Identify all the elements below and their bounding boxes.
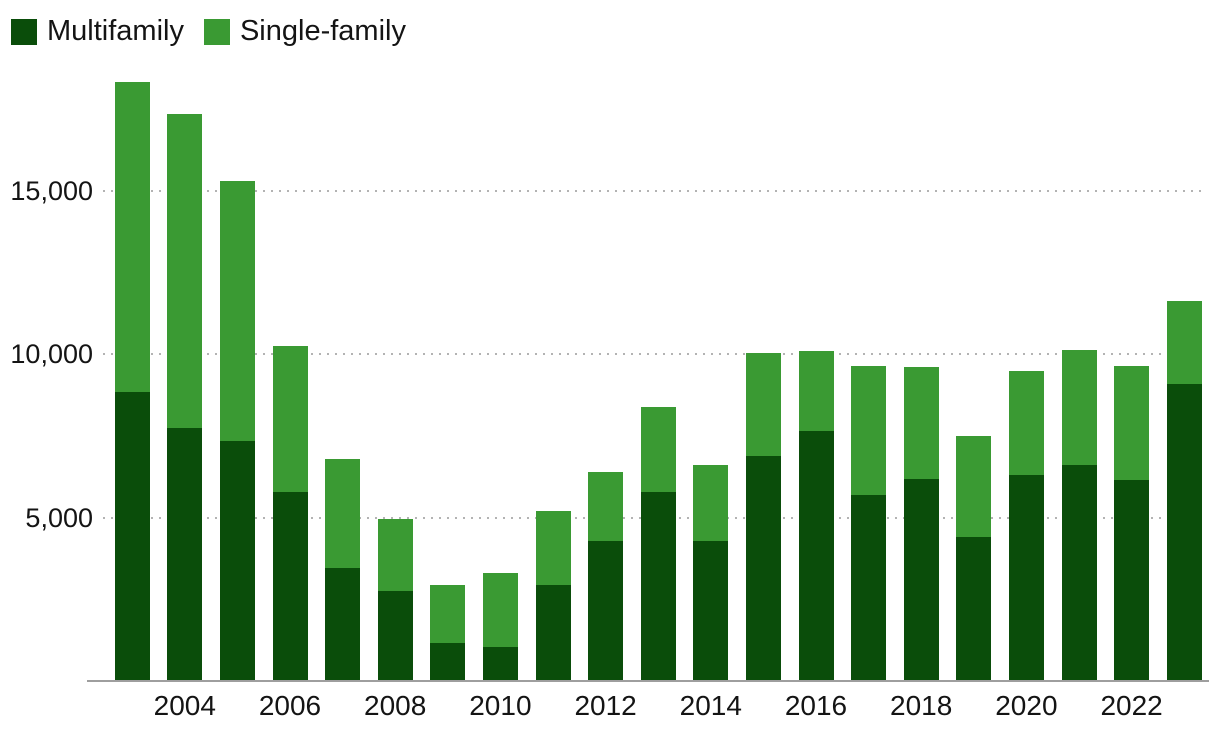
bar-2009	[430, 584, 466, 681]
bar-segment-single-family-2020	[1008, 370, 1044, 476]
bar-2016	[798, 351, 834, 681]
bar-2005	[219, 181, 255, 681]
bar-segment-multifamily-2010	[482, 646, 518, 681]
bar-segment-multifamily-2015	[745, 455, 781, 681]
x-tick-label-2022: 2022	[1100, 690, 1163, 721]
x-tick-label-2016: 2016	[784, 690, 848, 721]
bar-2013	[640, 406, 676, 681]
bar-segment-single-family-2005	[219, 181, 255, 441]
bar-segment-multifamily-2021	[1061, 465, 1097, 681]
bar-segment-multifamily-2013	[640, 491, 676, 681]
bar-segment-multifamily-2011	[535, 584, 571, 681]
bar-segment-single-family-2012	[588, 471, 624, 541]
bar-segment-multifamily-2023	[1166, 383, 1202, 681]
bar-2021	[1061, 349, 1097, 681]
bar-segment-single-family-2023	[1166, 300, 1202, 384]
bar-segment-single-family-2006	[272, 346, 308, 492]
bar-2003	[114, 81, 150, 681]
y-tick-label-15000: 15,000	[10, 176, 93, 207]
bar-segment-multifamily-2020	[1008, 475, 1044, 681]
x-tick-label-2018: 2018	[890, 690, 953, 721]
legend-item-multifamily: Multifamily	[11, 17, 184, 46]
bar-segment-multifamily-2012	[588, 540, 624, 681]
bar-segment-single-family-2016	[798, 351, 834, 432]
bar-segment-multifamily-2014	[693, 540, 729, 681]
bar-2004	[167, 114, 203, 681]
bar-segment-single-family-2003	[114, 81, 150, 392]
x-tick-label-2010: 2010	[469, 690, 532, 721]
bar-segment-single-family-2022	[1114, 365, 1150, 481]
bar-2020	[1008, 370, 1044, 681]
bar-2015	[745, 352, 781, 681]
legend-label-single-family: Single-family	[239, 15, 406, 47]
bar-2023	[1166, 300, 1202, 681]
bar-segment-multifamily-2022	[1114, 480, 1150, 681]
x-tick-label-2012: 2012	[574, 690, 637, 721]
bar-segment-single-family-2008	[377, 519, 413, 592]
bar-segment-single-family-2017	[851, 365, 887, 495]
bar-2006	[272, 346, 308, 681]
bar-2007	[325, 458, 361, 681]
bar-2018	[903, 367, 939, 681]
bar-2011	[535, 511, 571, 681]
bar-segment-single-family-2009	[430, 584, 466, 644]
x-tick-label-2004: 2004	[153, 690, 216, 721]
bar-segment-multifamily-2004	[167, 427, 203, 681]
x-tick-label-2006: 2006	[258, 690, 322, 721]
bar-segment-multifamily-2008	[377, 591, 413, 681]
gridline-15000	[103, 190, 1206, 193]
bar-segment-single-family-2013	[640, 406, 676, 492]
x-tick-label-2008: 2008	[364, 690, 427, 721]
bar-2017	[851, 365, 887, 681]
bar-segment-single-family-2014	[693, 465, 729, 541]
bar-2008	[377, 519, 413, 681]
bar-segment-single-family-2011	[535, 511, 571, 585]
bar-segment-single-family-2007	[325, 458, 361, 569]
x-tick-label-2020: 2020	[995, 690, 1058, 721]
bar-segment-single-family-2018	[903, 367, 939, 479]
y-tick-label-5000: 5,000	[25, 502, 93, 533]
y-tick-label-10000: 10,000	[10, 339, 93, 370]
bar-segment-multifamily-2007	[325, 568, 361, 681]
bar-2012	[588, 471, 624, 681]
bar-segment-multifamily-2003	[114, 391, 150, 681]
bar-segment-multifamily-2018	[903, 478, 939, 681]
bar-segment-multifamily-2006	[272, 491, 308, 681]
bar-segment-single-family-2010	[482, 573, 518, 647]
legend-label-multifamily: Multifamily	[47, 15, 184, 47]
multifamily-swatch-icon	[11, 18, 37, 45]
gridline-10000	[103, 353, 1206, 356]
bar-2022	[1114, 365, 1150, 681]
bar-2010	[482, 573, 518, 681]
x-axis-line	[87, 680, 1209, 682]
bar-segment-multifamily-2009	[430, 643, 466, 681]
bar-segment-multifamily-2016	[798, 431, 834, 681]
bar-segment-single-family-2015	[745, 352, 781, 456]
bar-2019	[956, 436, 992, 681]
bar-segment-single-family-2019	[956, 436, 992, 538]
bar-segment-multifamily-2019	[956, 537, 992, 681]
x-tick-label-2014: 2014	[679, 690, 742, 721]
single-family-swatch-icon	[203, 18, 230, 45]
bar-2014	[693, 465, 729, 681]
bar-segment-multifamily-2017	[851, 494, 887, 681]
legend-item-single-family: Single-family	[203, 15, 406, 47]
bar-segment-single-family-2021	[1061, 349, 1097, 466]
bar-segment-multifamily-2005	[219, 440, 255, 681]
legend: Multifamily Single-family	[11, 17, 406, 46]
bar-segment-single-family-2004	[167, 114, 203, 428]
